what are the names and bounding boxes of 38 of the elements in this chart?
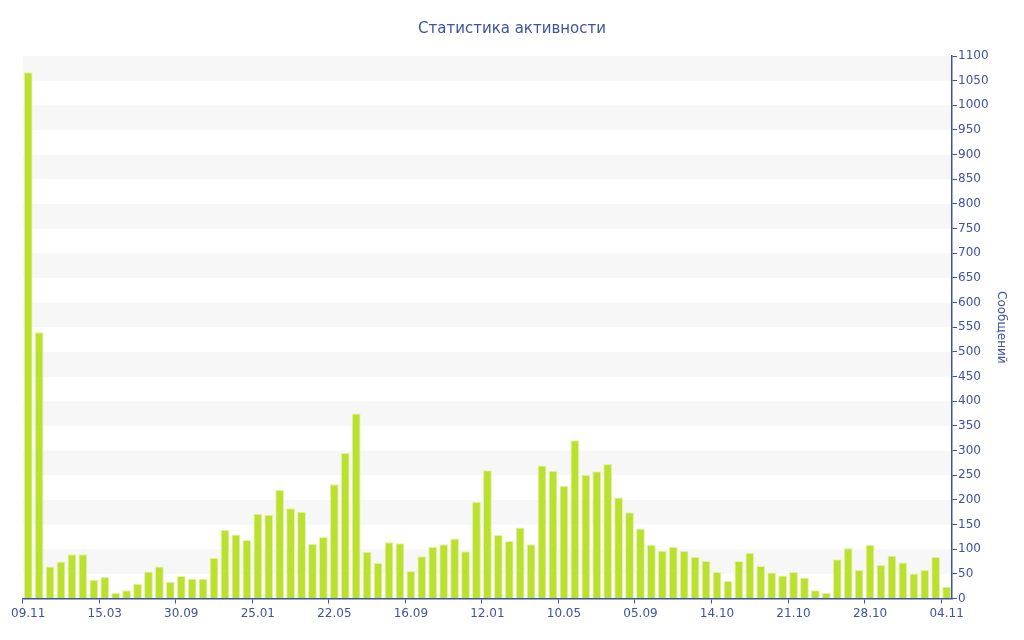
y-tick-label: 450 bbox=[958, 368, 981, 383]
y-tick-label: 1000 bbox=[958, 97, 989, 112]
chart-title: Статистика активности bbox=[418, 18, 606, 37]
x-tick-label: 21.10 bbox=[776, 605, 811, 620]
y-tick-label: 950 bbox=[958, 122, 981, 137]
y-tick-label: 150 bbox=[958, 516, 981, 531]
x-tick-label: 28.10 bbox=[852, 605, 888, 620]
y-tick-label: 100 bbox=[958, 541, 981, 556]
x-tick-label: 15.03 bbox=[87, 605, 122, 620]
y-tick-label: 200 bbox=[958, 492, 981, 507]
y-tick-label: 350 bbox=[958, 418, 981, 433]
x-tick-label: 10.05 bbox=[546, 605, 582, 620]
y-tick-label: 400 bbox=[958, 393, 981, 408]
y-tick-label: 0 bbox=[958, 590, 966, 605]
y-tick-label: 300 bbox=[958, 442, 981, 457]
y-tick-label: 650 bbox=[958, 270, 981, 285]
x-tick-label: 12.01 bbox=[470, 605, 505, 620]
y-tick-label: 800 bbox=[958, 196, 981, 211]
y-tick-label: 250 bbox=[958, 467, 981, 482]
x-tick-label: 04.11 bbox=[929, 605, 964, 620]
x-tick-label: 09.11 bbox=[11, 605, 46, 620]
y-tick-label: 50 bbox=[958, 566, 974, 581]
y-tick-label: 700 bbox=[958, 245, 981, 260]
y-tick-label: 1050 bbox=[958, 72, 989, 87]
y-tick-label: 850 bbox=[958, 171, 981, 186]
x-tick-label: 14.10 bbox=[699, 605, 735, 620]
x-tick-label: 05.09 bbox=[623, 605, 658, 620]
y-tick-label: 900 bbox=[958, 146, 981, 161]
y-tick-label: 550 bbox=[958, 319, 981, 334]
y-tick-label: 750 bbox=[958, 220, 981, 235]
x-tick-label: 25.01 bbox=[240, 605, 275, 620]
y-axis-title: Сообщений bbox=[994, 291, 1009, 364]
x-tick-label: 30.09 bbox=[164, 605, 199, 620]
x-tick-label: 16.09 bbox=[393, 605, 429, 620]
y-tick-label: 600 bbox=[958, 294, 981, 309]
y-tick-label: 500 bbox=[958, 344, 981, 359]
x-tick-label: 22.05 bbox=[317, 605, 352, 620]
y-tick-label: 1100 bbox=[958, 48, 989, 63]
